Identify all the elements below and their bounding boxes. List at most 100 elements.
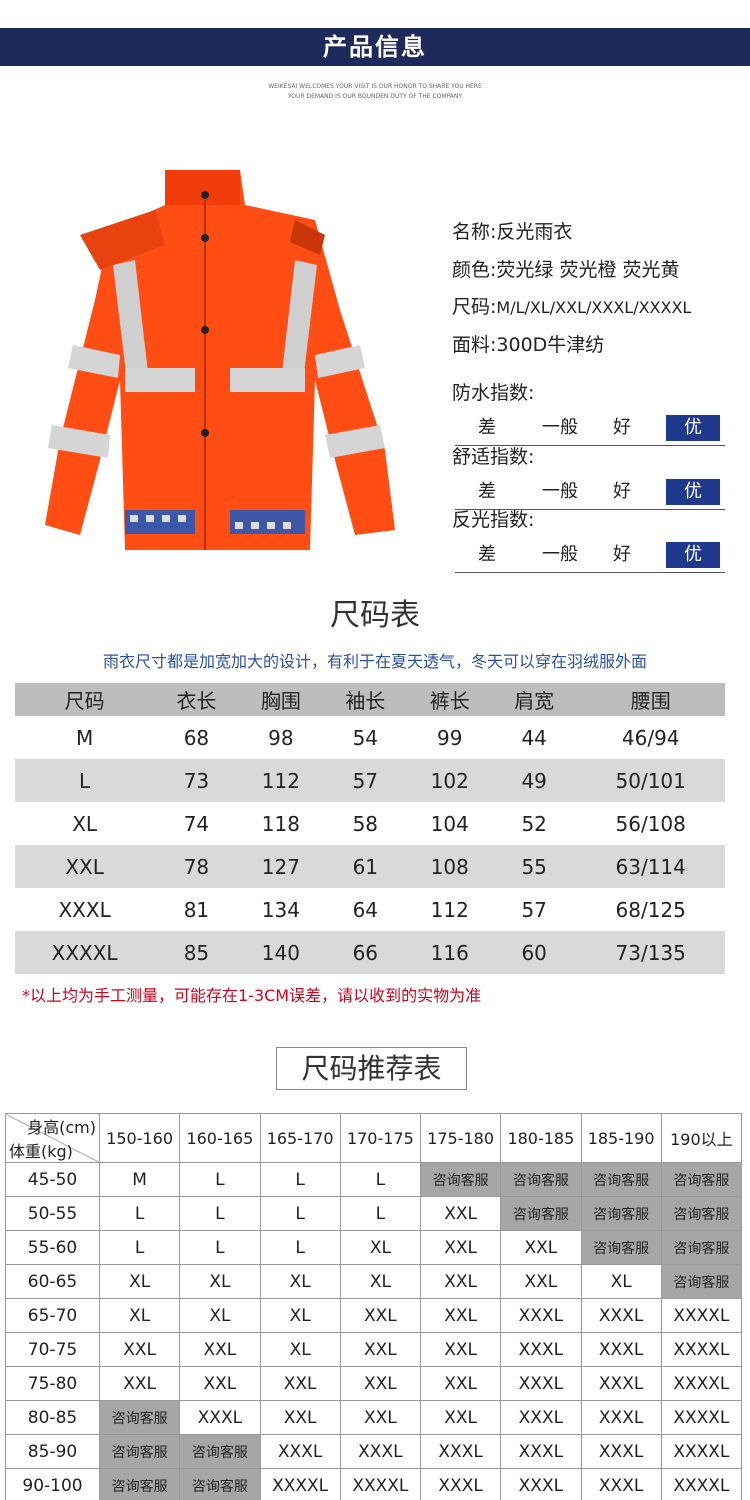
table-cell: 咨询客服 (660, 1162, 743, 1197)
table-cell: 102 (407, 759, 492, 802)
header-cell: 胸围 (238, 683, 324, 716)
spec-label: 颜色: (452, 259, 497, 281)
rating-level: 好 (613, 417, 631, 438)
table-cell: XXL (500, 1264, 582, 1299)
table-cell: 咨询客服 (179, 1468, 261, 1500)
size-table: 尺码 衣长 胸围 袖长 裤长 肩宽 腰围 M 68 98 54 99 44 46/94 L 73 112 57 10… (15, 683, 725, 974)
spec-row: 名称:反光雨衣 (452, 217, 572, 244)
rating-level: 好 (613, 481, 631, 502)
table-cell: XXXL (500, 1366, 582, 1401)
size-table-note: 雨衣尺寸都是加宽加大的设计，有利于在夏天透气，冬天可以穿在羽绒服外面 (102, 652, 647, 671)
table-cell: L (259, 1196, 341, 1231)
table-row: M 68 98 54 99 44 46/94 (15, 716, 725, 759)
table-cell: 78 (154, 845, 239, 888)
rating-underline (455, 572, 725, 573)
table-cell: XXL (179, 1366, 261, 1401)
table-cell: 140 (238, 931, 324, 974)
header-subtitle: YOUR DEMAND IS OUR BOUNDEN DUTY OF THE C… (287, 93, 463, 100)
rating-level: 一般 (542, 417, 578, 438)
table-cell: 咨询客服 (580, 1162, 662, 1197)
table-row: 45-50 M L L L 咨询客服 咨询客服 咨询客服 咨询客服 (5, 1162, 743, 1197)
weight-cell: 60-65 (5, 1264, 100, 1299)
table-cell: 52 (521, 811, 547, 836)
table-cell: XXXXL (660, 1332, 743, 1367)
table-cell: XXXL (580, 1434, 662, 1469)
table-cell: 68/125 (615, 897, 686, 922)
rating-level-selected: 优 (666, 479, 720, 505)
table-row: XXXL 81 134 64 112 57 68/125 (15, 888, 725, 931)
table-cell: XXXL (419, 1434, 502, 1469)
recommend-table-title: 尺码推荐表 (276, 1047, 467, 1090)
recommend-table: 身高(cm) 体重(kg) 150-160 160-165 165-170 170-175… (5, 1113, 743, 1500)
size-table-title: 尺码表 (330, 598, 420, 633)
spec-value: 反光雨衣 (496, 221, 573, 243)
table-cell: 咨询客服 (179, 1434, 261, 1469)
table-cell: L (98, 1196, 181, 1231)
table-cell: 57 (521, 897, 547, 922)
table-cell: 50/101 (576, 759, 725, 802)
table-cell: XXXL (580, 1332, 662, 1367)
table-cell: XXL (419, 1196, 502, 1231)
table-cell: M (75, 725, 94, 750)
table-row: 80-85 咨询客服 XXXL XXL XXL XXL XXXL XXXL XXXXL (5, 1400, 743, 1435)
header-cell: 衣长 (154, 683, 239, 716)
table-cell: 咨询客服 (98, 1400, 181, 1435)
weight-cell: 55-60 (5, 1230, 100, 1265)
table-cell: XL (259, 1298, 341, 1333)
table-cell: 116 (407, 931, 492, 974)
header-row: 尺码 衣长 胸围 袖长 裤长 肩宽 腰围 (15, 683, 725, 716)
table-cell: 46/94 (621, 725, 680, 750)
header-cell: 150-160 (98, 1113, 181, 1163)
header-cell: 175-180 (419, 1113, 502, 1163)
table-cell: L (98, 1230, 181, 1265)
table-cell: 咨询客服 (660, 1196, 743, 1231)
table-row: 85-90 咨询客服 咨询客服 XXXL XXXL XXXL XXXL XXXL XXXXL (5, 1434, 743, 1469)
table-cell: XXL (339, 1298, 422, 1333)
table-cell: 104 (430, 811, 469, 836)
table-cell: XL (179, 1264, 261, 1299)
table-cell: 咨询客服 (500, 1196, 582, 1231)
weight-cell: 50-55 (5, 1196, 100, 1231)
corner-top: 身高(cm) (27, 1118, 96, 1137)
table-cell: XXL (500, 1230, 582, 1265)
table-cell: L (339, 1162, 422, 1197)
table-row: 60-65 XL XL XL XL XXL XXL XL 咨询客服 (5, 1264, 743, 1299)
weight-cell: 45-50 (5, 1162, 100, 1197)
table-cell: L (259, 1230, 341, 1265)
table-row: 90-100 咨询客服 咨询客服 XXXXL XXXXL XXXL XXXL XXXL XXXX… (5, 1468, 743, 1500)
header-cell: 尺码 (15, 683, 155, 716)
weight-cell: 75-80 (5, 1366, 100, 1401)
table-cell: 56/108 (615, 811, 686, 836)
table-cell: XXL (339, 1400, 422, 1435)
table-row: L 73 112 57 102 49 50/101 (15, 759, 725, 802)
table-cell: XXL (339, 1366, 422, 1401)
table-cell: L (179, 1162, 261, 1197)
table-cell: 81 (183, 897, 210, 922)
table-cell: XXXXL (660, 1400, 743, 1435)
spec-label: 名称: (452, 221, 497, 243)
table-cell: XXXXL (15, 931, 155, 974)
table-cell: XXXL (339, 1434, 422, 1469)
table-cell: XXL (419, 1230, 502, 1265)
spec-value: 300D牛津纺 (496, 334, 605, 356)
table-row: 70-75 XXL XXL XL XXL XXL XXXL XXXL XXXXL (5, 1332, 743, 1367)
table-cell: XXXL (58, 897, 111, 922)
table-cell: 咨询客服 (660, 1230, 743, 1265)
table-cell: 咨询客服 (98, 1434, 181, 1469)
table-cell: XL (339, 1230, 422, 1265)
table-cell: XXXL (419, 1468, 502, 1500)
table-cell: 99 (437, 725, 463, 750)
rating-level: 差 (478, 417, 496, 438)
table-cell: 66 (323, 931, 408, 974)
table-cell: XXL (339, 1332, 422, 1367)
size-table-footnote: *以上均为手工测量，可能存在1-3CM误差，请以收到的实物为准 (22, 986, 482, 1005)
rating-level: 一般 (542, 544, 578, 565)
table-cell: 54 (352, 725, 379, 750)
table-cell: XXL (419, 1298, 502, 1333)
table-cell: 108 (407, 845, 492, 888)
table-cell: XXXL (500, 1468, 582, 1500)
table-row: 75-80 XXL XXL XXL XXL XXL XXXL XXXL XXXXL (5, 1366, 743, 1401)
table-cell: XL (179, 1298, 261, 1333)
spec-row: 颜色:荧光绿 荧光橙 荧光黄 (452, 255, 680, 282)
